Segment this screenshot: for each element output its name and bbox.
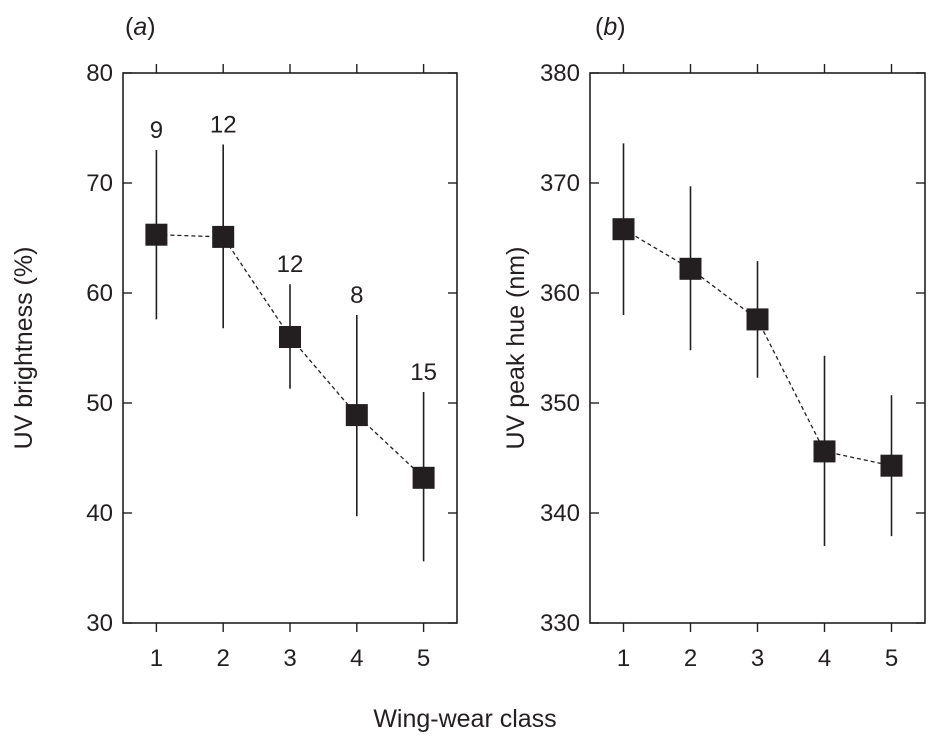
data-point-marker: [212, 225, 235, 248]
y-tick-label: 50: [86, 390, 113, 417]
x-tick-label: 4: [350, 645, 363, 672]
x-tick-label: 3: [283, 645, 296, 672]
data-point-marker: [746, 308, 769, 331]
x-tick-label: 2: [684, 645, 697, 672]
data-point-marker: [880, 454, 903, 477]
sample-size-label: 8: [350, 282, 363, 309]
y-tick-label: 30: [86, 610, 113, 637]
x-tick-label: 1: [150, 645, 163, 672]
x-tick-label: 3: [751, 645, 764, 672]
sample-size-label: 9: [150, 117, 163, 144]
data-point-marker: [679, 257, 702, 280]
y-axis-title: UV brightness (%): [10, 247, 38, 450]
y-tick-label: 380: [540, 60, 580, 87]
x-tick-label: 5: [417, 645, 430, 672]
data-point-marker: [412, 466, 435, 489]
series-connector-line: [156, 234, 425, 479]
x-tick-label: 2: [217, 645, 230, 672]
data-point-marker: [612, 218, 635, 241]
y-tick-label: 340: [540, 500, 580, 527]
sample-size-label: 12: [210, 112, 237, 139]
y-tick-label: 370: [540, 170, 580, 197]
sample-size-label: 12: [277, 251, 304, 278]
panel-label: (a): [125, 13, 156, 41]
x-axis-title: Wing-wear class: [373, 705, 556, 733]
y-tick-label: 60: [86, 280, 113, 307]
y-tick-label: 80: [86, 60, 113, 87]
x-tick-label: 4: [818, 645, 831, 672]
y-tick-label: 360: [540, 280, 580, 307]
sample-size-label: 15: [410, 359, 437, 386]
data-point-marker: [345, 404, 368, 427]
y-tick-label: 330: [540, 610, 580, 637]
data-point-marker: [145, 223, 168, 246]
y-tick-label: 70: [86, 170, 113, 197]
y-axis-title: UV peak hue (nm): [502, 247, 530, 450]
panel-label: (b): [595, 13, 626, 41]
data-point-marker: [279, 326, 301, 348]
panel-b: 330 340 350 360 370 380 1 2 3 4 5 UV peak hue (nm) (…: [502, 13, 926, 672]
y-tick-label: 40: [86, 500, 113, 527]
x-tick-label: 5: [885, 645, 898, 672]
data-point-marker: [813, 440, 836, 463]
y-tick-label: 350: [540, 390, 580, 417]
x-tick-label: 1: [617, 645, 630, 672]
